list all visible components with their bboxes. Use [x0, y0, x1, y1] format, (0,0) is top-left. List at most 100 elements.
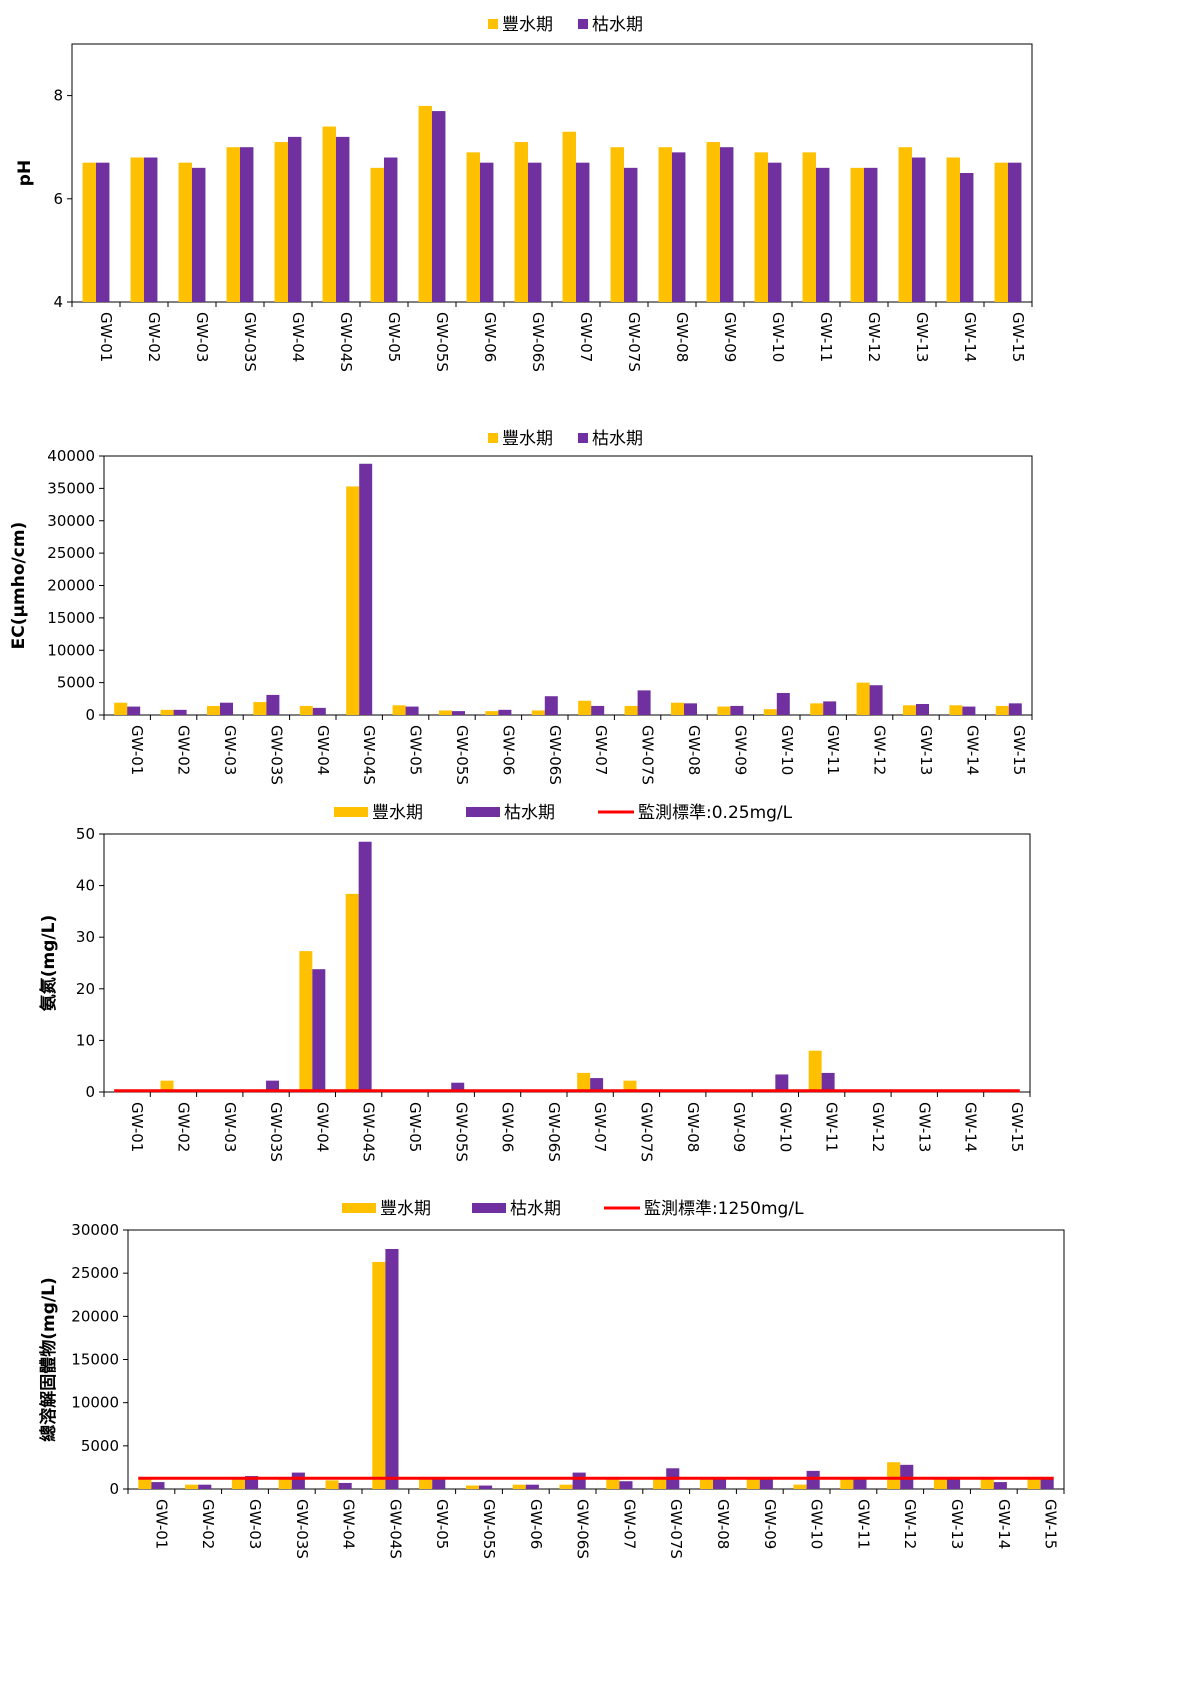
plot-area: [71, 43, 1033, 303]
bar-wet-gw-09: [706, 142, 720, 302]
bar-wet-gw-14: [946, 157, 960, 302]
bar-wet-gw-12: [856, 682, 870, 716]
x-tick-label: GW-14: [961, 312, 979, 362]
x-tick-label: GW-03S: [293, 1499, 311, 1559]
x-tick-label: GW-08: [685, 725, 703, 775]
x-tick-label: GW-15: [1042, 1499, 1060, 1549]
y-tick-label: 0: [109, 1480, 119, 1498]
x-tick-label: GW-14: [962, 1102, 980, 1152]
bar-wet-gw-04: [325, 1480, 339, 1489]
bar-dry-gw-06: [480, 162, 494, 302]
x-tick-label: GW-02: [145, 312, 163, 362]
x-tick-label: GW-10: [808, 1499, 826, 1549]
y-tick-label: 30000: [47, 512, 95, 530]
x-tick-label: GW-09: [730, 1102, 748, 1152]
bar-wet-gw-04s: [346, 486, 360, 715]
x-tick-label: GW-12: [865, 312, 883, 362]
bar-wet-gw-01: [114, 702, 128, 715]
legend: 豐水期 枯水期: [488, 15, 643, 35]
bar-wet-gw-07s: [653, 1478, 667, 1489]
x-tick-label: GW-06: [499, 1102, 517, 1152]
y-tick-label: 25000: [71, 1264, 119, 1282]
bar-wet-gw-03: [207, 705, 220, 715]
legend-marker: [488, 433, 498, 443]
bar-wet-gw-03s: [253, 702, 267, 715]
x-tick-label: GW-10: [776, 1102, 794, 1152]
bar-dry-gw-12: [864, 167, 878, 302]
bar-wet-gw-07: [606, 1478, 620, 1489]
bar-wet-gw-04: [299, 951, 313, 1092]
bar-dry-gw-03: [220, 702, 233, 715]
legend-marker: [578, 19, 588, 29]
bar-dry-gw-07: [591, 705, 605, 715]
x-tick-label: GW-14: [963, 725, 981, 775]
bar-wet-gw-02: [160, 709, 174, 715]
plot-area: [103, 455, 1033, 716]
x-tick-label: GW-15: [1010, 725, 1028, 775]
bar-wet-gw-07s: [623, 1080, 637, 1092]
bar-dry-gw-05s: [432, 111, 446, 302]
x-tick-label: GW-03: [246, 1499, 264, 1549]
chart-panel-1: 4 6 8 GW-01 GW-02 GW-03 GW-03S GW-04 GW-04S GW-05…: [15, 15, 1033, 372]
x-tick-label: GW-13: [917, 725, 935, 775]
bar-wet-gw-15: [995, 705, 1009, 715]
plot-area: [103, 833, 1031, 1093]
bar-wet-gw-07: [562, 131, 576, 302]
bar-dry-gw-04s: [385, 1248, 399, 1489]
bar-dry-gw-03: [192, 167, 206, 302]
x-tick-label: GW-04: [314, 725, 332, 775]
x-tick-label: GW-06: [527, 1499, 545, 1549]
x-tick-label: GW-05: [433, 1499, 451, 1549]
x-tick-label: GW-11: [817, 312, 835, 362]
x-tick-label: GW-03S: [267, 725, 285, 785]
bar-wet-gw-06s: [514, 142, 528, 302]
x-tick-label: GW-10: [778, 725, 796, 775]
bar-wet-gw-15: [994, 162, 1008, 302]
bar-dry-gw-07s: [624, 167, 638, 302]
bar-dry-gw-09: [759, 1478, 773, 1489]
y-axis-label: EC(μmho/cm): [9, 522, 29, 650]
bar-wet-gw-11: [808, 1050, 822, 1092]
x-tick-label: GW-06: [481, 312, 499, 362]
x-tick-label: GW-07S: [639, 725, 657, 785]
x-tick-label: GW-04S: [337, 312, 355, 372]
y-tick-label: 20000: [47, 577, 95, 595]
bar-dry-gw-14: [962, 706, 976, 715]
bar-wet-gw-09: [717, 706, 731, 715]
bar-dry-gw-05: [384, 157, 398, 302]
bar-wet-gw-04: [299, 705, 313, 715]
y-tick-label: 20: [76, 980, 95, 998]
bar-wet-gw-03s: [226, 147, 240, 302]
x-tick-label: GW-15: [1009, 312, 1027, 362]
x-tick-label: GW-07: [592, 725, 610, 775]
bar-wet-gw-05: [419, 1478, 433, 1489]
bar-dry-gw-02: [198, 1484, 212, 1489]
y-tick-label: 50: [76, 825, 95, 843]
y-tick-label: 35000: [47, 479, 95, 497]
bar-dry-gw-04s: [336, 136, 350, 302]
bar-wet-gw-05s: [465, 1485, 479, 1489]
bar-dry-gw-06: [498, 709, 512, 715]
x-tick-label: GW-02: [175, 725, 193, 775]
bar-dry-gw-04s: [359, 463, 373, 715]
bar-wet-gw-03s: [278, 1477, 292, 1489]
y-tick-label: 15000: [47, 609, 95, 627]
y-tick-label: 0: [85, 706, 95, 724]
legend: 豐水期 枯水期: [488, 429, 643, 449]
x-tick-label: GW-09: [721, 312, 739, 362]
bar-wet-gw-10: [763, 709, 777, 715]
bar-dry-gw-01: [151, 1482, 165, 1489]
bar-dry-gw-07: [576, 162, 590, 302]
x-tick-label: GW-14: [995, 1499, 1013, 1549]
x-tick-label: GW-05: [407, 725, 425, 775]
bar-dry-gw-03s: [291, 1472, 305, 1489]
bar-wet-gw-11: [810, 703, 824, 715]
bar-wet-gw-13: [933, 1478, 947, 1489]
x-tick-label: GW-07: [577, 312, 595, 362]
y-tick-label: 0: [85, 1083, 95, 1101]
x-tick-label: GW-13: [913, 312, 931, 362]
x-tick-label: GW-04S: [360, 1102, 378, 1162]
bar-dry-gw-09: [720, 147, 734, 302]
x-tick-label: GW-08: [714, 1499, 732, 1549]
